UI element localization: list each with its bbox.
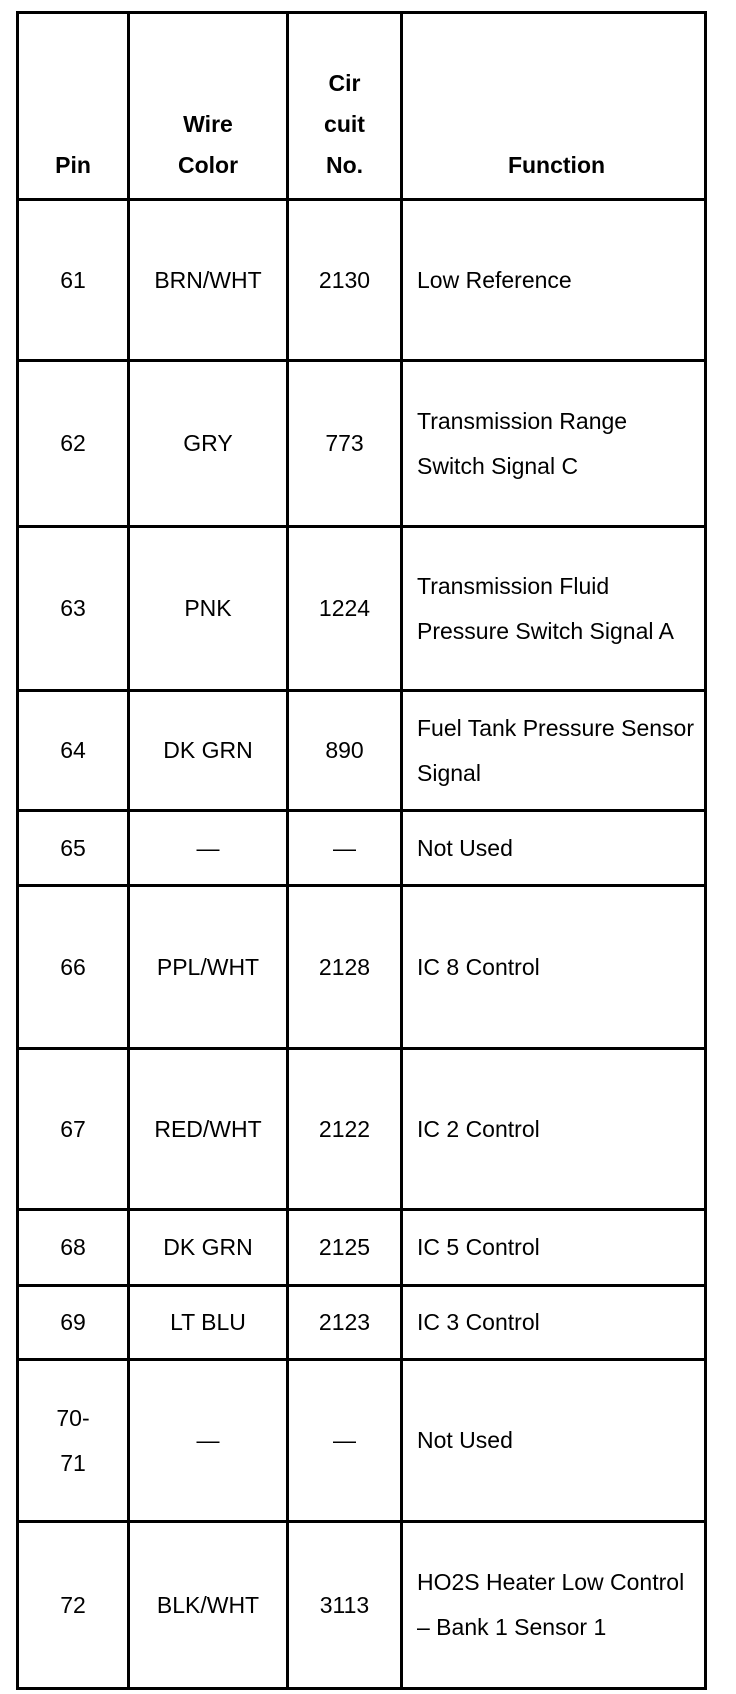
pin-cell: 65 [16, 809, 130, 887]
table-row: 66 PPL/WHT 2128 IC 8 Control [16, 884, 707, 1050]
function-cell: HO2S Heater Low Control – Bank 1 Sensor … [400, 1520, 707, 1690]
wire-color-cell: LT BLU [127, 1284, 289, 1361]
wire-color-cell: GRY [127, 359, 289, 528]
function-cell: Fuel Tank Pressure Sensor Signal [400, 689, 707, 812]
header-wire-color: Wire Color [127, 11, 289, 201]
wire-color-cell: DK GRN [127, 689, 289, 812]
circuit-cell: 3113 [286, 1520, 403, 1690]
table-row: 67 RED/WHT 2122 IC 2 Control [16, 1047, 707, 1211]
pin-cell: 63 [16, 525, 130, 692]
table-row: 69 LT BLU 2123 IC 3 Control [16, 1284, 707, 1361]
function-cell: Transmission Fluid Pressure Switch Signa… [400, 525, 707, 692]
pin-cell: 61 [16, 198, 130, 362]
function-cell: IC 5 Control [400, 1208, 707, 1287]
wire-color-cell: — [127, 1358, 289, 1523]
pin-cell: 67 [16, 1047, 130, 1211]
wire-color-cell: PPL/WHT [127, 884, 289, 1050]
wire-color-cell: BLK/WHT [127, 1520, 289, 1690]
circuit-cell: — [286, 809, 403, 887]
circuit-cell: 773 [286, 359, 403, 528]
header-circuit-no: Cir cuit No. [286, 11, 403, 201]
header-row: Pin Wire Color Cir cuit No. Function [16, 11, 707, 201]
table-row: 63 PNK 1224 Transmission Fluid Pressure Swi… [16, 525, 707, 692]
table-row: 62 GRY 773 Transmission Range Switch Signal… [16, 359, 707, 528]
circuit-cell: 2128 [286, 884, 403, 1050]
circuit-cell: 2123 [286, 1284, 403, 1361]
wire-color-cell: PNK [127, 525, 289, 692]
wire-color-cell: — [127, 809, 289, 887]
wire-color-cell: DK GRN [127, 1208, 289, 1287]
circuit-cell: — [286, 1358, 403, 1523]
pin-cell: 72 [16, 1520, 130, 1690]
table-row: 64 DK GRN 890 Fuel Tank Pressure Sensor Sig… [16, 689, 707, 812]
function-cell: Transmission Range Switch Signal C [400, 359, 707, 528]
circuit-cell: 2122 [286, 1047, 403, 1211]
function-cell: IC 3 Control [400, 1284, 707, 1361]
circuit-cell: 2125 [286, 1208, 403, 1287]
circuit-cell: 890 [286, 689, 403, 812]
header-function: Function [400, 11, 707, 201]
pin-cell: 70-71 [16, 1358, 130, 1523]
table-row: 65— — Not Used [16, 809, 707, 887]
table-row: 72 BLK/WHT 3113 HO2S Heater Low Control – B… [16, 1520, 707, 1690]
function-cell: Not Used [400, 809, 707, 887]
wire-color-cell: RED/WHT [127, 1047, 289, 1211]
function-cell: IC 2 Control [400, 1047, 707, 1211]
table-row: 68 DK GRN 2125 IC 5 Control [16, 1208, 707, 1287]
pin-cell: 69 [16, 1284, 130, 1361]
pin-cell: 66 [16, 884, 130, 1050]
pin-cell: 64 [16, 689, 130, 812]
pin-cell: 62 [16, 359, 130, 528]
function-cell: Low Reference [400, 198, 707, 362]
function-cell: Not Used [400, 1358, 707, 1523]
table-row: 61 BRN/WHT 2130 Low Reference [16, 198, 707, 362]
table-row: 70-71— — Not Used [16, 1358, 707, 1523]
pin-cell: 68 [16, 1208, 130, 1287]
wire-color-cell: BRN/WHT [127, 198, 289, 362]
circuit-cell: 2130 [286, 198, 403, 362]
header-pin: Pin [16, 11, 130, 201]
circuit-cell: 1224 [286, 525, 403, 692]
function-cell: IC 8 Control [400, 884, 707, 1050]
connector-pinout-table: Pin Wire Color Cir cuit No. Function 61 B… [16, 11, 707, 1690]
